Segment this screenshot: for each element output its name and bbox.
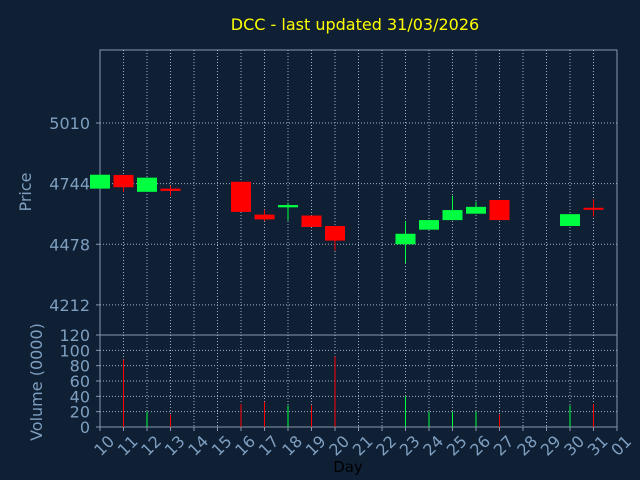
volume-tick-label: 60 xyxy=(70,372,90,391)
candle-body xyxy=(560,214,580,227)
volume-tick-label: 40 xyxy=(70,387,90,406)
candle-body xyxy=(325,226,345,241)
x-tick-label: 01 xyxy=(607,432,635,460)
candle-body xyxy=(90,174,110,189)
volume-tick-label: 80 xyxy=(70,357,90,376)
candle-body xyxy=(395,233,416,245)
volume-tick-label: 120 xyxy=(59,326,90,345)
candle-body xyxy=(278,205,298,208)
volume-tick-label: 0 xyxy=(80,418,90,437)
price-y-ticks: 4212 4478 4744 5010 xyxy=(49,114,100,315)
price-tick-label: 4478 xyxy=(49,235,90,254)
x-ticks: 1011121314151617181920212223242526272829… xyxy=(90,427,635,460)
candle-body xyxy=(301,215,322,227)
candle-body xyxy=(489,200,510,221)
price-tick-label: 4744 xyxy=(49,175,90,194)
volume-tick-label: 100 xyxy=(59,341,90,360)
candle-body xyxy=(442,210,463,221)
price-candles xyxy=(90,174,604,264)
candle-body xyxy=(254,214,275,220)
candle-body xyxy=(160,188,181,191)
candle-body xyxy=(113,174,134,188)
candle-body xyxy=(466,206,486,214)
x-axis-label: Day xyxy=(333,458,363,476)
candle-body xyxy=(137,177,157,192)
chart-title: DCC - last updated 31/03/2026 xyxy=(231,15,479,34)
volume-bars xyxy=(123,356,594,427)
candle-body xyxy=(583,207,604,210)
price-tick-label: 5010 xyxy=(49,114,90,133)
volume-grid xyxy=(100,335,617,427)
volume-tick-label: 20 xyxy=(70,403,90,422)
price-tick-label: 4212 xyxy=(49,296,90,315)
price-grid xyxy=(100,50,617,335)
candle-body xyxy=(419,220,439,230)
volume-axis-label: Volume (0000) xyxy=(27,323,46,441)
candle-body xyxy=(231,181,251,212)
price-axis-label: Price xyxy=(16,172,35,211)
